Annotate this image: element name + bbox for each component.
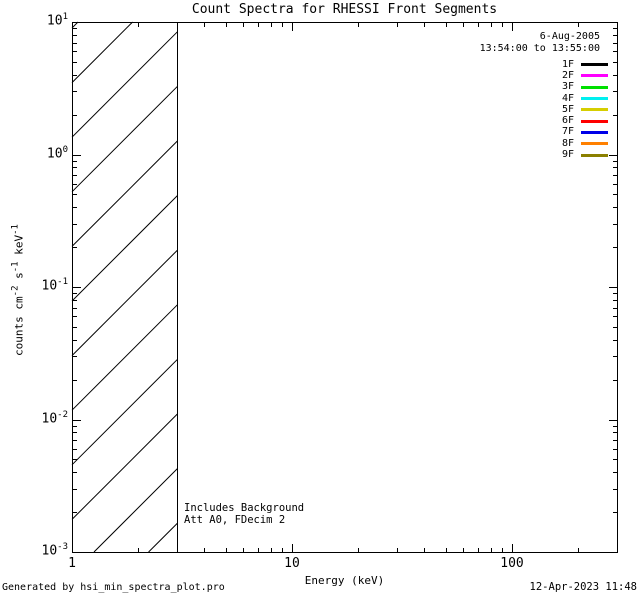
legend-entry: 4F: [480, 93, 608, 104]
legend-time-range: 13:54:00 to 13:55:00: [479, 43, 600, 54]
y-axis-label-text: counts cm-2 s-1 keV-1: [10, 224, 26, 357]
legend-color-line: [581, 97, 608, 101]
legend-entry: 5F: [480, 104, 608, 115]
legend-entry: 3F: [480, 81, 608, 93]
legend-color-line: [581, 74, 608, 78]
legend-color-line: [581, 85, 608, 89]
legend-entry-label: 1F: [561, 58, 574, 70]
plot-timestamp: 12-Apr-2023 11:48: [529, 581, 637, 593]
annotation-line-2: Att A0, FDecim 2: [184, 514, 286, 526]
legend-entry: 8F: [480, 138, 608, 149]
legend-entry: 9F: [480, 149, 608, 160]
legend-color-line: [581, 108, 608, 112]
legend-entry: 2F: [480, 70, 608, 81]
legend: 6-Aug-2005 13:54:00 to 13:55:00 1F 2F 3F…: [480, 31, 608, 161]
legend-entry-label: 5F: [561, 103, 574, 115]
legend-entry-label: 6F: [561, 115, 574, 127]
legend-color-line: [581, 119, 608, 123]
legend-entry-label: 8F: [561, 137, 574, 149]
legend-entry: 6F: [480, 115, 608, 126]
legend-entry-label: 9F: [561, 149, 574, 161]
generator-credit: Generated by hsi_min_spectra_plot.pro: [2, 582, 225, 593]
annotation-line-1: Includes Background: [184, 502, 305, 514]
chart-title: Count Spectra for RHESSI Front Segments: [191, 2, 498, 17]
legend-color-line: [581, 63, 608, 67]
legend-entry-label: 2F: [561, 69, 574, 81]
legend-entry: 1F: [480, 59, 608, 70]
legend-color-line: [581, 130, 608, 134]
legend-date: 6-Aug-2005: [539, 31, 600, 42]
legend-entry-label: 4F: [561, 92, 574, 104]
legend-color-line: [581, 142, 608, 146]
legend-color-line: [581, 153, 608, 157]
x-axis-label: Energy (keV): [304, 574, 385, 587]
legend-entry-label: 3F: [561, 81, 574, 93]
legend-entries: 1F 2F 3F 4F 5F 6F: [480, 59, 608, 161]
legend-entry: 7F: [480, 126, 608, 138]
plot-annotation: Includes Background Att A0, FDecim 2: [184, 502, 304, 526]
legend-entry-label: 7F: [561, 126, 574, 138]
